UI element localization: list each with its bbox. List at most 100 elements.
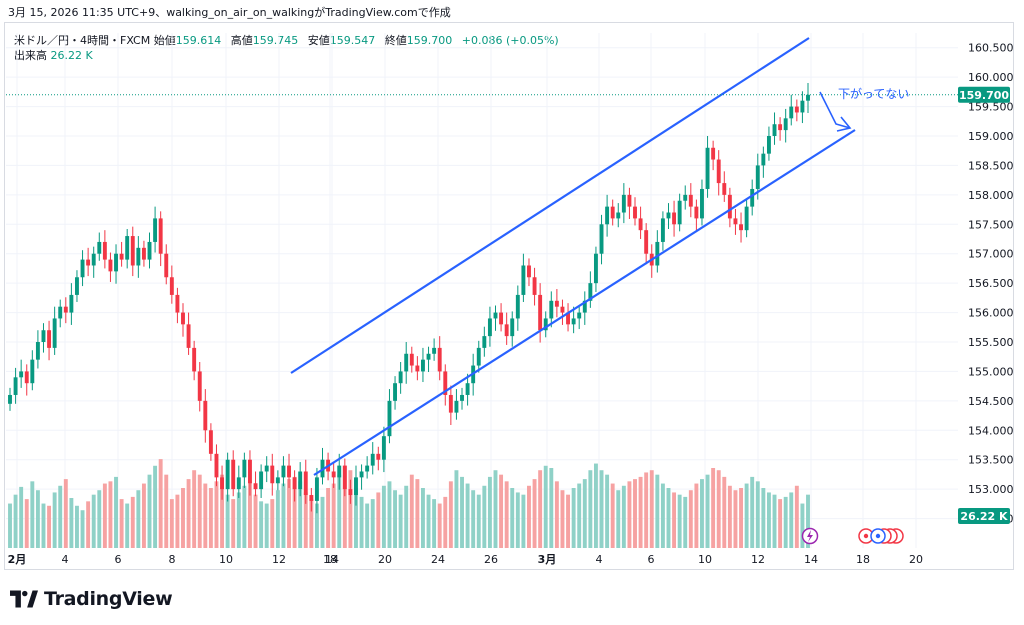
volume-bar: [337, 474, 342, 548]
volume-bar: [303, 492, 308, 548]
volume-bar: [454, 470, 459, 548]
candle-body: [476, 347, 481, 366]
volume-bar: [24, 499, 29, 548]
symbol-label[interactable]: 米ドル／円・4時間・FXCM: [14, 34, 151, 47]
volume-bar: [125, 503, 130, 548]
candle-body: [381, 436, 386, 460]
candle-body: [755, 165, 760, 189]
volume-bar: [633, 479, 637, 548]
candle-body: [638, 218, 643, 231]
candle-body: [465, 383, 470, 395]
volume-bar: [264, 503, 269, 548]
tradingview-logo[interactable]: TradingView: [10, 588, 173, 610]
volume-bar: [739, 488, 743, 548]
volume-bar: [197, 474, 202, 548]
candle-body: [727, 194, 732, 219]
candle-body: [448, 394, 453, 413]
candle-body: [789, 106, 794, 119]
candle-body: [621, 194, 626, 213]
volume-label: 出来高: [14, 49, 47, 62]
candle-body: [627, 194, 632, 207]
volume-bar: [443, 496, 448, 548]
volume-bar: [761, 488, 766, 548]
candle-body: [672, 212, 677, 225]
price-tick: 153.000: [968, 483, 1014, 496]
candle-body: [543, 318, 548, 331]
volume-value: 26.22 K: [50, 49, 93, 62]
time-tick: 18: [856, 553, 870, 566]
candle-body: [504, 324, 509, 337]
candle-body: [303, 471, 308, 496]
candle-body: [744, 206, 749, 231]
candle-body: [242, 459, 247, 478]
volume-bar: [493, 470, 498, 548]
candle-body: [225, 459, 230, 490]
volume-bar: [181, 488, 185, 548]
price-tick: 154.500: [968, 395, 1014, 408]
open-value: 159.614: [175, 34, 222, 47]
time-tick: 10: [698, 553, 712, 566]
price-tick: 155.500: [968, 336, 1014, 349]
volume-bar: [63, 479, 68, 548]
volume-bar: [655, 474, 660, 548]
candle-body: [147, 241, 152, 260]
close-label: 終値: [384, 34, 407, 47]
volume-bar: [164, 474, 169, 548]
volume-bar: [744, 483, 749, 548]
candle-body: [314, 477, 319, 501]
candle-body: [58, 306, 63, 319]
candle-body: [275, 477, 280, 484]
candle-body: [800, 100, 805, 113]
candle-body: [231, 459, 236, 490]
candle-body: [370, 453, 375, 466]
candle-body: [181, 312, 185, 325]
chart-frame[interactable]: [4, 22, 1014, 570]
volume-bar: [660, 483, 665, 548]
candle-body: [75, 277, 79, 295]
candle-body: [298, 471, 303, 490]
volume-bar: [437, 503, 442, 548]
candle-body: [287, 465, 291, 478]
event-group-icon: [870, 528, 904, 544]
volume-bar: [593, 463, 598, 548]
price-tick: 158.000: [968, 189, 1014, 202]
ohlc-legend: 米ドル／円・4時間・FXCM 始値159.614 高値159.745 安値159…: [14, 32, 565, 48]
volume-bar: [292, 476, 297, 548]
volume-bar: [510, 488, 515, 548]
volume-bar: [47, 505, 52, 548]
candle-body: [398, 371, 403, 384]
candle-body: [281, 465, 286, 478]
volume-bar: [727, 485, 732, 548]
volume-bar: [114, 476, 118, 548]
candle-body: [700, 188, 704, 219]
candle-body: [566, 312, 570, 325]
price-badge-text: 159.700: [959, 89, 1009, 102]
volume-bar: [582, 479, 587, 548]
candle-body: [415, 365, 420, 372]
volume-bar: [275, 490, 280, 548]
candle-body: [342, 465, 347, 490]
volume-bar: [772, 494, 777, 548]
change-value: +0.086 (+0.05%): [461, 34, 559, 47]
candle-body: [91, 253, 96, 266]
candle-body: [655, 241, 660, 266]
volume-bar: [471, 490, 476, 548]
candle-body: [376, 453, 381, 460]
candle-body: [593, 253, 598, 284]
volume-bar: [711, 468, 716, 548]
volume-bar: [314, 503, 319, 548]
volume-bar: [359, 496, 364, 548]
volume-bar: [800, 503, 805, 548]
volume-bar: [231, 499, 236, 548]
volume-bar: [169, 499, 174, 548]
volume-bar: [80, 510, 85, 548]
volume-bar: [365, 503, 370, 548]
candle-body: [164, 253, 169, 278]
candle-body: [197, 371, 202, 401]
time-tick: 26: [484, 553, 498, 566]
volume-bar: [309, 499, 314, 548]
volume-bar: [203, 483, 208, 548]
volume-bar: [320, 496, 325, 548]
volume-bar: [342, 465, 347, 548]
